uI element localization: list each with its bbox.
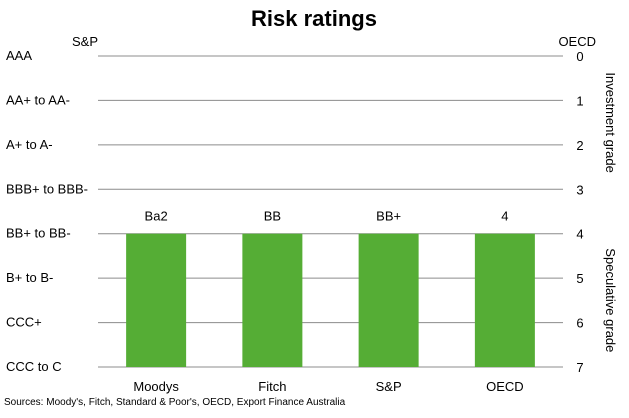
left-tick-label: CCC+ [6,315,42,330]
right-tick-label: 3 [576,182,583,197]
right-axis-title: OECD [558,34,596,49]
data-labels: Ba2 BB BB+ 4 [145,209,509,224]
category-label: S&P [376,379,402,394]
data-label: BB+ [376,209,401,224]
data-label: BB [264,209,281,224]
data-label: Ba2 [145,209,168,224]
bar [126,233,187,367]
right-tick-label: 5 [576,271,583,286]
left-tick-label: CCC to C [6,359,62,374]
grade-labels: Investment grade Speculative grade [603,72,618,352]
left-tick-labels: AAA AA+ to AA- A+ to A- BBB+ to BBB- BB+ to … [6,48,88,374]
right-tick-labels: 0 1 2 3 4 5 6 7 [576,49,583,375]
bar [358,233,419,367]
right-tick-label: 2 [576,138,583,153]
grade-label: Investment grade [603,72,618,172]
left-tick-label: BB+ to BB- [6,226,71,241]
bar [242,233,303,367]
left-tick-label: AA+ to AA- [6,92,70,107]
left-tick-label: AAA [6,48,32,63]
data-label: 4 [501,209,508,224]
right-tick-label: 0 [576,49,583,64]
chart-title: Risk ratings [251,6,377,31]
right-tick-label: 4 [576,227,583,242]
category-labels: Moodys Fitch S&P OECD [133,379,523,394]
category-label: Fitch [258,379,286,394]
source-note: Sources: Moody's, Fitch, Standard & Poor… [4,397,346,408]
bar [474,233,535,367]
bars [126,233,535,367]
category-label: Moodys [133,379,179,394]
right-tick-label: 7 [576,360,583,375]
left-tick-label: A+ to A- [6,137,53,152]
left-axis-title: S&P [72,34,98,49]
right-tick-label: 1 [576,93,583,108]
left-tick-label: BBB+ to BBB- [6,181,88,196]
grade-label: Speculative grade [603,248,618,352]
category-label: OECD [486,379,524,394]
left-tick-label: B+ to B- [6,270,53,285]
right-tick-label: 6 [576,316,583,331]
